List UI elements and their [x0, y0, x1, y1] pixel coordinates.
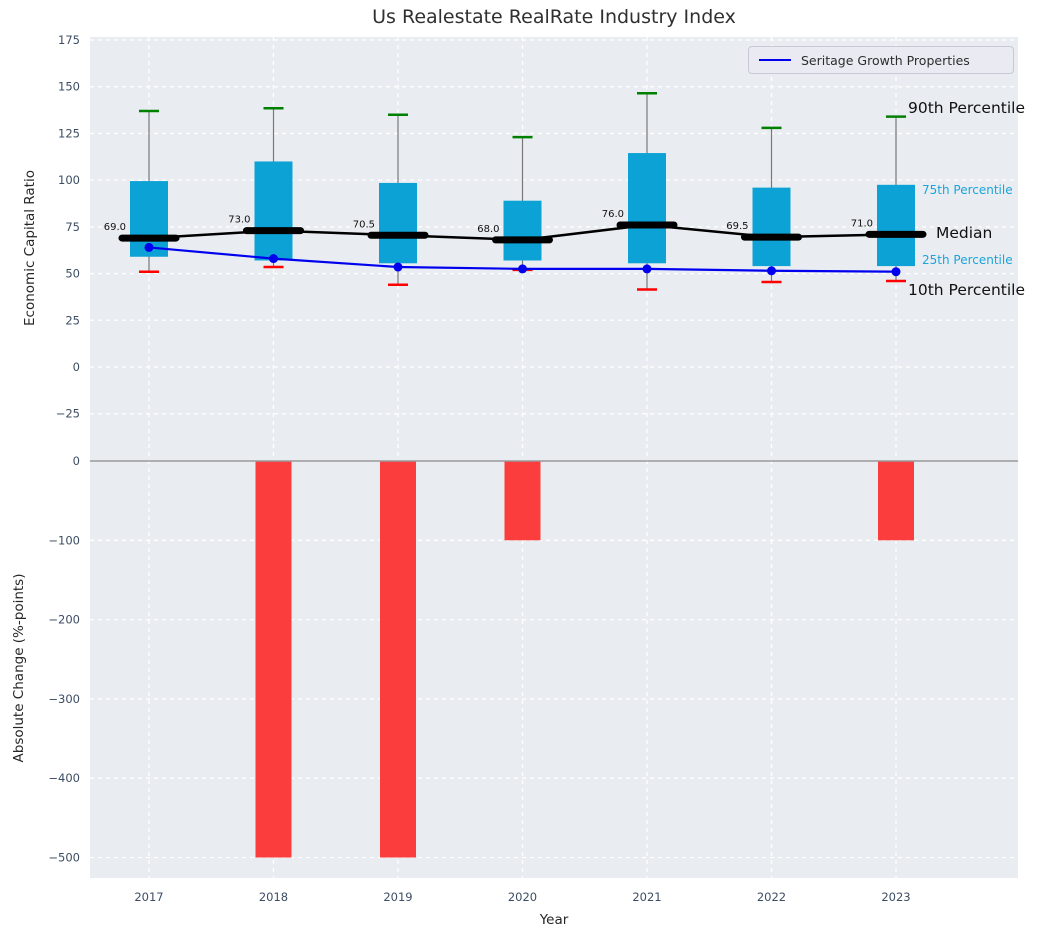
percentile-box — [379, 182, 417, 264]
seritage-point — [642, 264, 652, 274]
change-bar — [380, 461, 416, 858]
chart-title: Us Realestate RealRate Industry Index — [372, 6, 736, 28]
annotation-10th-percentile: 10th Percentile — [908, 281, 1026, 299]
y-tick-label-top: 50 — [65, 267, 80, 281]
change-bar — [255, 461, 292, 858]
seritage-point — [767, 266, 776, 276]
median-value-label: 76.0 — [602, 209, 624, 220]
y-tick-label-bottom: 0 — [73, 454, 80, 468]
x-tick-label: 2017 — [134, 890, 163, 904]
y-tick-label-top: 125 — [58, 126, 80, 140]
change-bar — [504, 461, 541, 541]
x-tick-label: 2023 — [881, 890, 910, 904]
y-tick-label-bottom: −500 — [48, 851, 80, 865]
seritage-point — [393, 262, 403, 272]
median-value-label: 71.0 — [851, 218, 873, 229]
legend: Seritage Growth Properties — [748, 46, 1014, 74]
median-value-label: 73.0 — [228, 215, 250, 226]
median-value-label: 69.5 — [726, 221, 748, 232]
y-tick-label-bottom: −400 — [48, 771, 80, 785]
seritage-point — [891, 267, 901, 277]
legend-line-icon — [759, 59, 791, 61]
seritage-point — [518, 264, 527, 274]
percentile-box — [752, 187, 791, 267]
y-tick-label-top: 150 — [58, 80, 80, 94]
y-tick-label-top: 25 — [65, 313, 80, 327]
median-value-label: 68.0 — [477, 224, 499, 235]
seritage-point — [269, 254, 278, 264]
bottom-axes-background — [90, 444, 1018, 878]
annotation-median: Median — [936, 224, 993, 242]
x-tick-label: 2018 — [259, 890, 288, 904]
x-tick-label: 2019 — [383, 890, 412, 904]
annotation-75th-percentile: 75th Percentile — [922, 183, 1013, 197]
median-value-label: 70.5 — [353, 219, 375, 230]
x-tick-label: 2021 — [632, 890, 661, 904]
median-value-label: 69.0 — [104, 222, 126, 233]
y-axis-label-top: Economic Capital Ratio — [22, 170, 38, 326]
change-bar — [878, 461, 914, 541]
percentile-box — [503, 200, 542, 261]
y-tick-label-bottom: −300 — [48, 692, 80, 706]
y-tick-label-top: −25 — [56, 407, 80, 421]
x-axis-label: Year — [539, 912, 569, 928]
top-axes-background — [90, 37, 1018, 444]
y-tick-label-bottom: −100 — [48, 533, 80, 547]
legend-label: Seritage Growth Properties — [801, 52, 970, 68]
y-tick-label-top: 0 — [73, 360, 80, 374]
percentile-box — [628, 153, 666, 264]
annotation-90th-percentile: 90th Percentile — [908, 99, 1026, 117]
percentile-box — [254, 161, 293, 261]
y-tick-label-top: 75 — [65, 220, 80, 234]
seritage-point — [144, 242, 154, 252]
x-tick-label: 2020 — [508, 890, 537, 904]
y-axis-label-bottom: Absolute Change (%-points) — [11, 573, 27, 763]
annotation-25th-percentile: 25th Percentile — [922, 253, 1013, 267]
y-tick-label-bottom: −200 — [48, 613, 80, 627]
percentile-box — [877, 184, 915, 267]
y-tick-label-top: 100 — [58, 173, 80, 187]
x-tick-label: 2022 — [757, 890, 786, 904]
y-tick-label-top: 175 — [58, 33, 80, 47]
